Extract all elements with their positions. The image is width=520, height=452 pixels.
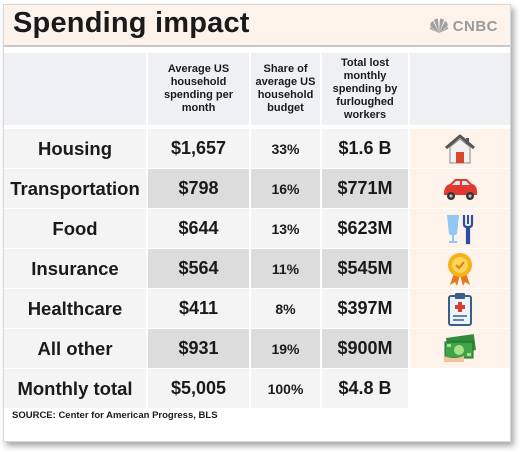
row-lost: $771M xyxy=(322,169,408,208)
source-note: SOURCE: Center for American Progress, BL… xyxy=(12,410,218,421)
header-cell-lost: Total lost monthly spending by furloughe… xyxy=(322,53,408,125)
award-badge-icon xyxy=(444,251,476,287)
header-spending-text: Average US household spending per month xyxy=(163,63,234,114)
header-cell-spending: Average US household spending per month xyxy=(148,53,249,125)
glass-fork-icon xyxy=(443,212,477,246)
header-cell-icon xyxy=(410,53,510,125)
row-spending: $411 xyxy=(148,289,249,328)
row-share: 33% xyxy=(251,129,320,168)
row-icon-cell xyxy=(410,169,510,208)
row-category: Monthly total xyxy=(4,369,146,408)
money-icon xyxy=(442,333,478,364)
table-row-healthcare: Healthcare $411 8% $397M xyxy=(4,289,510,328)
row-share: 8% xyxy=(251,289,320,328)
chart-title: Spending impact xyxy=(13,7,250,39)
row-category: Housing xyxy=(4,129,146,168)
nbc-peacock-icon xyxy=(429,18,448,33)
row-share: 13% xyxy=(251,209,320,248)
row-icon-cell xyxy=(410,289,510,328)
infographic-card: Spending impact CNBC Average US househol… xyxy=(3,4,511,442)
logo-text: CNBC xyxy=(452,17,498,35)
header-cell-category xyxy=(4,53,146,125)
row-icon-cell xyxy=(410,209,510,248)
row-spending: $798 xyxy=(148,169,249,208)
row-icon-cell xyxy=(410,249,510,288)
row-lost: $623M xyxy=(322,209,408,248)
table-row-monthly-total: Monthly total $5,005 100% $4.8 B xyxy=(4,369,510,408)
medical-clipboard-icon xyxy=(446,291,474,327)
row-spending: $564 xyxy=(148,249,249,288)
row-lost: $545M xyxy=(322,249,408,288)
table-row-housing: Housing $1,657 33% $1.6 B xyxy=(4,129,510,168)
row-category: Food xyxy=(4,209,146,248)
row-share: 19% xyxy=(251,329,320,368)
table-row-transportation: Transportation $798 16% $771M xyxy=(4,169,510,208)
row-spending: $644 xyxy=(148,209,249,248)
table-row-insurance: Insurance $564 11% $545M xyxy=(4,249,510,288)
header-share-text: Share of average US household budget xyxy=(255,63,316,114)
row-lost: $4.8 B xyxy=(322,369,408,408)
row-spending: $931 xyxy=(148,329,249,368)
row-icon-cell xyxy=(410,129,510,168)
header-cell-share: Share of average US household budget xyxy=(251,53,320,125)
cnbc-logo: CNBC xyxy=(428,16,498,36)
row-spending: $5,005 xyxy=(148,369,249,408)
row-share: 11% xyxy=(251,249,320,288)
table-row-food: Food $644 13% $623M xyxy=(4,209,510,248)
house-icon xyxy=(443,132,477,166)
spending-table: Average US household spending per month … xyxy=(4,53,510,408)
table-row-all-other: All other $931 19% $900M xyxy=(4,329,510,368)
row-share: 16% xyxy=(251,169,320,208)
title-bar: Spending impact CNBC xyxy=(4,5,510,47)
car-icon xyxy=(440,176,480,202)
row-lost: $900M xyxy=(322,329,408,368)
header-lost-text: Total lost monthly spending by furloughe… xyxy=(332,56,398,121)
row-category: All other xyxy=(4,329,146,368)
row-category: Healthcare xyxy=(4,289,146,328)
row-icon-cell xyxy=(410,369,510,408)
row-category: Transportation xyxy=(4,169,146,208)
row-share: 100% xyxy=(251,369,320,408)
row-icon-cell xyxy=(410,329,510,368)
row-lost: $1.6 B xyxy=(322,129,408,168)
row-category: Insurance xyxy=(4,249,146,288)
row-lost: $397M xyxy=(322,289,408,328)
row-spending: $1,657 xyxy=(148,129,249,168)
